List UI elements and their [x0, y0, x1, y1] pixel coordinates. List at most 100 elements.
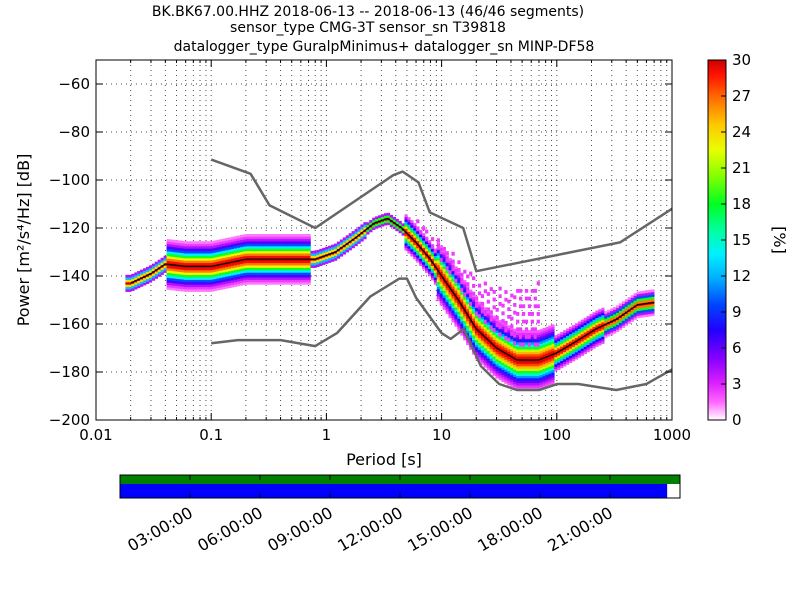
heatmap-cell — [181, 250, 185, 254]
heatmap-cell — [448, 296, 452, 300]
heatmap-cell — [457, 301, 461, 305]
heatmap-cell — [472, 330, 476, 334]
heatmap-cell — [225, 247, 229, 251]
heatmap-cell — [651, 306, 655, 309]
heatmap-cell — [636, 308, 640, 312]
heatmap-cell — [178, 274, 182, 277]
heatmap-cell — [416, 240, 420, 244]
heatmap-cell — [615, 324, 620, 328]
heatmap-cell — [477, 352, 482, 355]
heatmap-cell — [228, 256, 232, 260]
heatmap-cell — [480, 304, 485, 308]
heatmap-cell — [231, 284, 235, 288]
heatmap-cell — [513, 347, 517, 351]
heatmap-cell — [469, 320, 473, 324]
heatmap-cell — [536, 342, 540, 347]
heatmap-cell — [489, 315, 493, 318]
heatmap-cell — [181, 257, 185, 261]
heatmap-cell — [295, 282, 300, 285]
heatmap-cell — [474, 342, 479, 345]
heatmap-cell — [466, 304, 470, 307]
heatmap-cell — [251, 246, 255, 249]
heatmap-cell — [263, 267, 267, 271]
heatmap-cell — [560, 351, 564, 354]
heatmap-cell — [583, 327, 587, 331]
heatmap-cell — [527, 330, 532, 333]
heatmap-cell — [574, 330, 579, 334]
heatmap-cell — [269, 243, 273, 247]
heatmap-cell — [492, 356, 496, 360]
heatmap-cell — [166, 239, 170, 242]
heatmap-cell — [195, 284, 200, 288]
heatmap-cell — [331, 247, 335, 250]
heatmap-cell — [533, 335, 537, 339]
heatmap-cell — [642, 297, 646, 301]
heatmap-cell — [460, 325, 464, 329]
heatmap-cell — [483, 312, 488, 317]
heatmap-cell — [313, 253, 317, 256]
heatmap-cell — [439, 264, 443, 268]
heatmap-cell — [231, 239, 235, 242]
heatmap-cell — [407, 226, 411, 230]
heatmap-cell — [501, 369, 505, 373]
heatmap-cell — [492, 368, 496, 372]
heatmap-cell — [592, 312, 596, 315]
heatmap-cell — [430, 253, 435, 257]
heatmap-cell — [178, 252, 182, 256]
heatmap-cell — [331, 254, 335, 257]
heatmap-cell — [472, 332, 476, 336]
heatmap-cell — [577, 328, 582, 332]
heatmap-cell — [498, 377, 502, 381]
heatmap-cell — [401, 225, 405, 229]
heatmap-cell — [251, 262, 255, 266]
heatmap-cell — [577, 347, 582, 351]
heatmap-cell — [286, 241, 291, 244]
heatmap-cell — [504, 320, 508, 325]
heatmap-cell — [298, 267, 302, 271]
heatmap-cell — [213, 266, 217, 270]
heatmap-cell — [469, 315, 473, 319]
heatmap-cell — [510, 293, 514, 298]
heatmap-cell — [636, 301, 640, 304]
heatmap-cell — [192, 250, 197, 254]
heatmap-cell — [275, 274, 279, 278]
heatmap-cell — [436, 281, 441, 285]
heatmap-cell — [339, 253, 344, 257]
heatmap-cell — [615, 307, 620, 311]
heatmap-cell — [333, 255, 338, 259]
heatmap-cell — [184, 245, 188, 249]
heatmap-cell — [251, 238, 255, 242]
heatmap-cell — [545, 331, 549, 335]
heatmap-cell — [195, 277, 200, 280]
heatmap-cell — [313, 265, 317, 268]
heatmap-cell — [351, 233, 355, 237]
heatmap-cell — [592, 326, 596, 330]
heatmap-cell — [380, 216, 385, 220]
heatmap-cell — [187, 279, 191, 283]
heatmap-cell — [345, 244, 349, 248]
heatmap-cell — [498, 329, 502, 333]
heatmap-cell — [404, 245, 408, 249]
heatmap-cell — [516, 375, 520, 379]
heatmap-cell — [307, 277, 311, 280]
heatmap-cell — [527, 385, 532, 388]
heatmap-cell — [495, 330, 499, 333]
heatmap-cell — [595, 336, 599, 340]
heatmap-cell — [501, 362, 505, 366]
heatmap-cell — [495, 349, 499, 353]
heatmap-cell — [134, 286, 138, 290]
timeline-tick-label: 21:00:00 — [544, 503, 616, 555]
heatmap-cell — [310, 253, 314, 256]
heatmap-cell — [483, 357, 488, 361]
heatmap-cell — [263, 282, 267, 285]
heatmap-cell — [607, 319, 611, 323]
heatmap-cell — [192, 246, 197, 249]
heatmap-cell — [354, 231, 358, 235]
heatmap-cell — [460, 299, 464, 303]
heatmap-cell — [242, 277, 247, 281]
heatmap-cell — [181, 281, 185, 285]
heatmap-cell — [477, 308, 482, 312]
heatmap-cell — [436, 291, 441, 295]
heatmap-cell — [510, 360, 514, 364]
heatmap-cell — [474, 344, 479, 348]
